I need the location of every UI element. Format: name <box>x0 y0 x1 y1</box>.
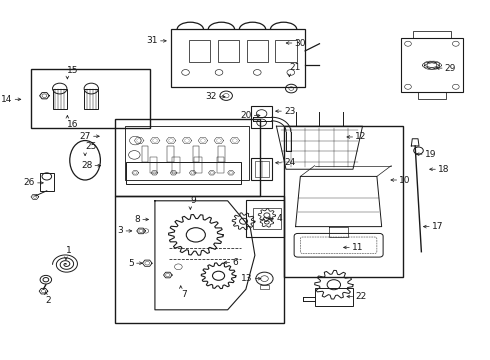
Text: 8: 8 <box>134 215 140 224</box>
Text: 18: 18 <box>438 165 450 174</box>
Bar <box>255 161 269 177</box>
Text: 10: 10 <box>399 176 411 185</box>
Bar <box>40 173 54 191</box>
Bar <box>218 146 225 162</box>
Bar <box>252 208 281 229</box>
Bar <box>275 40 296 62</box>
Bar <box>171 30 305 87</box>
Bar <box>260 285 269 289</box>
Bar <box>417 92 446 99</box>
Bar <box>251 158 272 180</box>
Bar <box>401 39 463 92</box>
Text: 7: 7 <box>181 290 187 299</box>
Text: 27: 27 <box>79 132 91 141</box>
Text: 23: 23 <box>284 107 295 116</box>
Bar <box>247 40 268 62</box>
Text: 19: 19 <box>425 150 436 159</box>
Text: 13: 13 <box>241 274 252 283</box>
Text: 26: 26 <box>24 178 35 187</box>
Text: 2: 2 <box>46 296 51 305</box>
Bar <box>246 200 284 237</box>
Bar <box>115 119 260 196</box>
Bar <box>84 89 98 109</box>
Bar <box>167 146 174 162</box>
Text: 29: 29 <box>445 64 456 73</box>
Text: 3: 3 <box>118 226 123 235</box>
Text: 32: 32 <box>205 92 217 101</box>
Bar <box>125 126 249 180</box>
Bar <box>193 146 199 162</box>
Text: 16: 16 <box>68 120 79 129</box>
Text: 20: 20 <box>240 111 251 120</box>
Text: 24: 24 <box>284 158 295 167</box>
Bar <box>217 157 224 173</box>
Bar <box>31 69 149 128</box>
Bar <box>189 40 210 62</box>
Bar <box>315 288 353 306</box>
Bar <box>115 196 284 323</box>
Text: 9: 9 <box>190 196 196 205</box>
Text: 17: 17 <box>432 222 443 231</box>
Text: 12: 12 <box>355 132 367 141</box>
Bar <box>142 146 148 162</box>
Bar <box>126 162 241 184</box>
Text: 30: 30 <box>294 39 306 48</box>
Text: 14: 14 <box>1 95 12 104</box>
Bar <box>218 40 239 62</box>
Text: 4: 4 <box>276 214 282 223</box>
Text: 15: 15 <box>68 66 79 75</box>
Bar <box>149 157 157 173</box>
Text: 5: 5 <box>128 259 134 268</box>
Bar <box>195 157 202 173</box>
Text: 6: 6 <box>232 258 238 267</box>
Text: 22: 22 <box>355 292 367 301</box>
Text: 31: 31 <box>147 36 158 45</box>
Text: 21: 21 <box>289 63 301 72</box>
Text: 11: 11 <box>352 243 364 252</box>
Bar <box>172 157 180 173</box>
Text: 28: 28 <box>81 161 92 170</box>
Bar <box>413 31 451 39</box>
Bar <box>251 107 272 128</box>
Text: 1: 1 <box>66 246 72 255</box>
Bar <box>284 126 403 277</box>
Text: 25: 25 <box>85 142 97 151</box>
Bar <box>52 89 67 109</box>
